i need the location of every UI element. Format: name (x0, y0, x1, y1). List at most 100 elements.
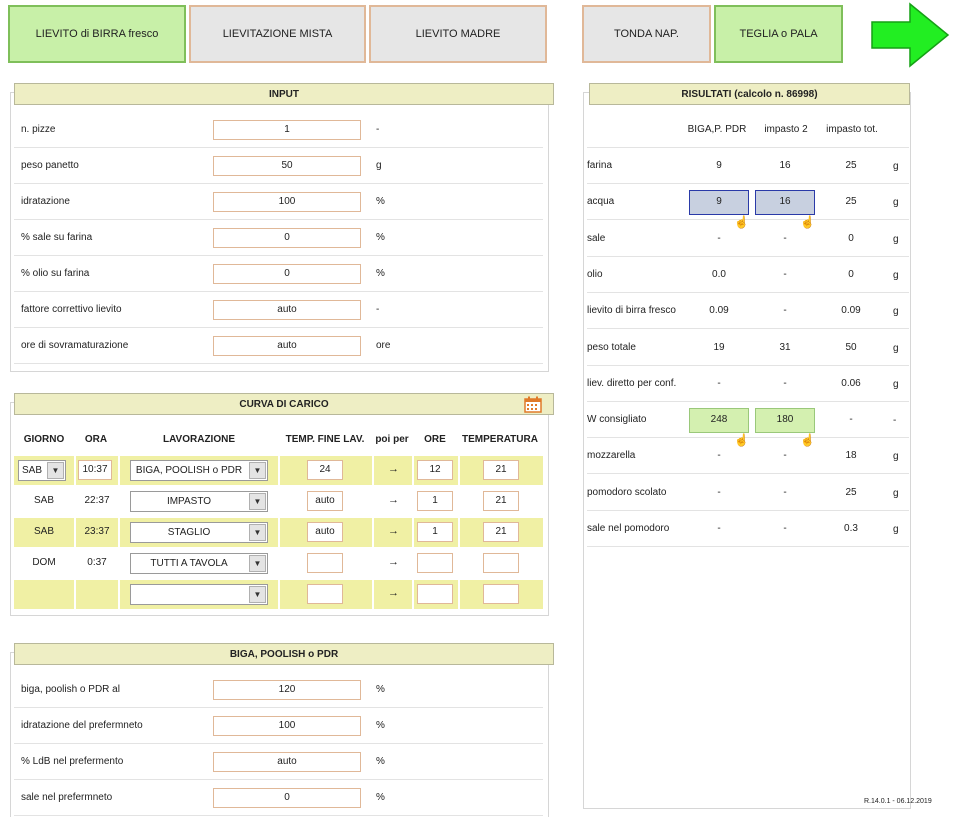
result-impasto2-value: - (783, 450, 787, 462)
result-impasto2-value: - (783, 268, 787, 280)
biga-unit: % (376, 756, 385, 767)
chevron-down-icon: ▼ (249, 555, 266, 572)
temperatura-field[interactable]: 21 (483, 460, 519, 480)
input-field[interactable]: 0 (213, 228, 361, 248)
column-divider (74, 549, 76, 578)
input-field[interactable]: 0 (213, 264, 361, 284)
result-label: acqua (587, 196, 615, 208)
result-label: olio (587, 268, 603, 280)
biga-unit: % (376, 684, 385, 695)
temp-fine-field[interactable] (307, 584, 343, 604)
column-divider (458, 456, 460, 485)
version-label: R.14.0.1 - 06.12.2019 (864, 798, 932, 805)
input-field[interactable]: 1 (213, 120, 361, 140)
input-unit: ore (376, 340, 391, 351)
tab-lievito-birra[interactable]: LIEVITO di BIRRA fresco (8, 5, 186, 63)
green-right-arrow-icon[interactable] (870, 2, 950, 68)
input-field[interactable]: auto (213, 300, 361, 320)
temperatura-field[interactable] (483, 553, 519, 573)
ora-field[interactable]: 10:37 (78, 460, 112, 480)
temp-fine-field[interactable]: auto (307, 491, 343, 511)
lavorazione-select[interactable]: ▼ (130, 584, 268, 605)
input-row: peso panetto 50 g (14, 148, 543, 184)
input-field[interactable]: auto (213, 336, 361, 356)
lavorazione-value: BIGA, POOLISH o PDR (135, 465, 243, 476)
input-label: peso panetto (21, 160, 79, 171)
impasto2-acqua-box[interactable]: 16 (755, 190, 815, 216)
chevron-down-icon: ▼ (249, 462, 266, 479)
column-divider (74, 456, 76, 485)
header-lavorazione: LAVORAZIONE (162, 434, 236, 445)
tab-teglia-pala[interactable]: TEGLIA o PALA (714, 5, 843, 63)
tab-lievitazione-mista[interactable]: LIEVITAZIONE MISTA (189, 5, 366, 63)
input-row: fattore correttivo lievito auto - (14, 292, 543, 328)
lavorazione-select[interactable]: IMPASTO ▼ (130, 491, 268, 512)
biga-field[interactable]: auto (213, 752, 361, 772)
column-divider (278, 580, 280, 609)
ore-field[interactable]: 1 (417, 491, 453, 511)
result-total-value: 25 (845, 160, 857, 171)
biga-acqua-box[interactable]: 9 (689, 190, 749, 216)
biga-field[interactable]: 100 (213, 716, 361, 736)
result-unit: g (893, 161, 899, 172)
lavorazione-select[interactable]: BIGA, POOLISH o PDR ▼ (130, 460, 268, 481)
temp-fine-field[interactable]: 24 (307, 460, 343, 480)
chevron-down-icon: ▼ (249, 524, 266, 541)
column-divider (412, 518, 414, 547)
input-label: % sale su farina (21, 232, 93, 243)
result-label: pomodoro scolato (587, 486, 667, 498)
results-header-row: BIGA,P. PDR impasto 2 impasto tot. (587, 112, 909, 148)
temperatura-field[interactable]: 21 (483, 491, 519, 511)
result-total-value: 0.09 (841, 305, 861, 317)
col-header-impasto2: impasto 2 (764, 124, 808, 135)
result-total-value: 25 (845, 486, 857, 498)
header-ore: ORE (424, 434, 446, 445)
result-label: sale (587, 232, 606, 244)
result-impasto2-value: - (783, 523, 787, 534)
lavorazione-select[interactable]: STAGLIO ▼ (130, 522, 268, 543)
column-divider (278, 518, 280, 547)
hand-pointer-icon: ☝ (800, 215, 815, 230)
impasto2-w-box[interactable]: 180 (755, 408, 815, 434)
giorno-select[interactable]: SAB ▼ (18, 460, 66, 481)
hand-pointer-icon: ☝ (734, 215, 749, 230)
arrow-right-icon: → (388, 494, 399, 506)
temperatura-field[interactable]: 21 (483, 522, 519, 542)
result-unit: - (893, 415, 897, 427)
biga-label: sale nel prefermneto (21, 792, 113, 803)
result-impasto2-value: 31 (779, 341, 791, 353)
giorno-cell: SAB (33, 495, 54, 506)
result-row: sale - - 0 g (587, 221, 909, 257)
result-biga-value: 19 (713, 341, 725, 353)
temperatura-field[interactable] (483, 584, 519, 604)
result-biga-value: 0.09 (709, 305, 729, 317)
ore-field[interactable] (417, 553, 453, 573)
biga-w-box[interactable]: 248 (689, 408, 749, 434)
result-row: lievito di birra fresco 0.09 - 0.09 g (587, 293, 909, 330)
result-biga-value: 0.0 (712, 268, 726, 280)
column-divider (372, 518, 374, 547)
temp-fine-field[interactable]: auto (307, 522, 343, 542)
column-divider (74, 487, 76, 516)
input-field[interactable]: 50 (213, 156, 361, 176)
ore-field[interactable] (417, 584, 453, 604)
tab-tonda-nap[interactable]: TONDA NAP. (582, 5, 711, 63)
tab-lievito-madre[interactable]: LIEVITO MADRE (369, 5, 547, 63)
result-row: W consigliato 248 180 ☝ ☝ - - (587, 402, 909, 447)
biga-field[interactable]: 120 (213, 680, 361, 700)
ore-field[interactable]: 1 (417, 522, 453, 542)
input-field[interactable]: 100 (213, 192, 361, 212)
result-total-value: 18 (845, 450, 857, 462)
biga-field[interactable]: 0 (213, 788, 361, 808)
temp-fine-field[interactable] (307, 553, 343, 573)
result-impasto2-value: 16 (779, 160, 791, 171)
lavorazione-select[interactable]: TUTTI A TAVOLA ▼ (130, 553, 268, 574)
result-row: peso totale 19 31 50 g (587, 330, 909, 366)
ore-field[interactable]: 12 (417, 460, 453, 480)
result-impasto2-value: - (783, 486, 787, 498)
curva-row: SAB ▼ 10:37 BIGA, POOLISH o PDR ▼ 24 → 12 21 (14, 456, 543, 485)
result-label: W consigliato (587, 414, 647, 426)
hand-pointer-icon: ☝ (800, 433, 815, 448)
result-unit: g (893, 378, 899, 390)
calendar-icon[interactable] (524, 396, 542, 413)
